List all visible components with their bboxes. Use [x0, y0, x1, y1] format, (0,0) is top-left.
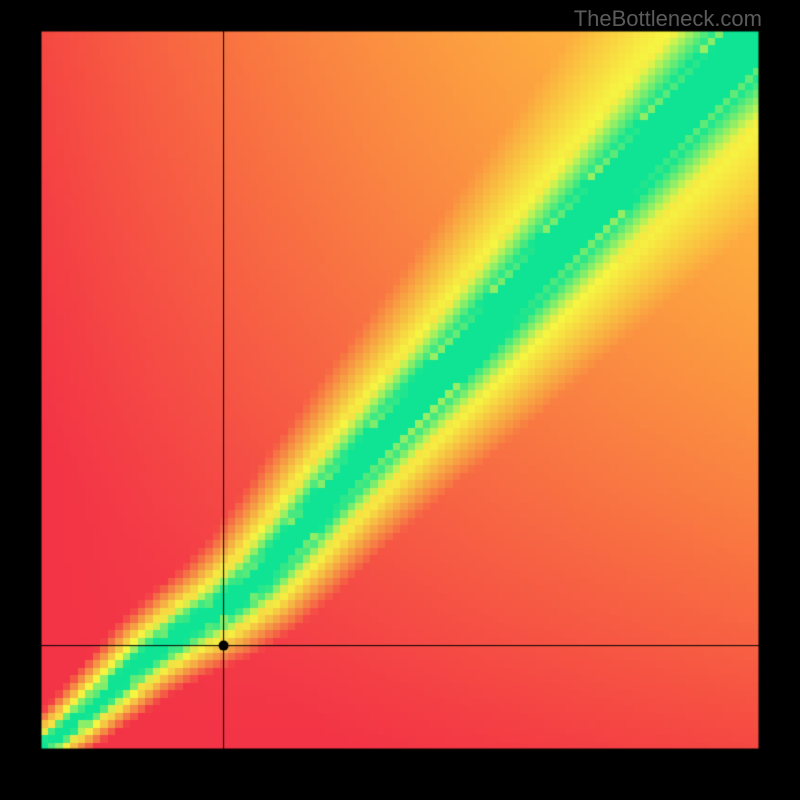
watermark-label: TheBottleneck.com	[574, 6, 762, 32]
chart-container: TheBottleneck.com	[0, 0, 800, 800]
bottleneck-heatmap	[0, 0, 800, 800]
